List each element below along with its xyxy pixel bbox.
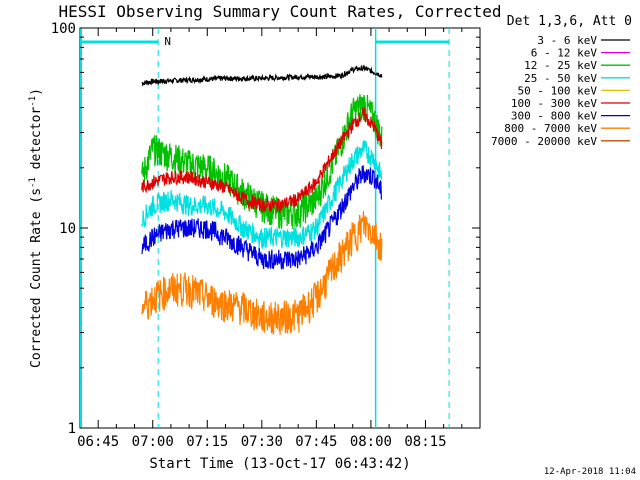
x-axis: 06:45 07:00 07:15 07:30 07:45 08:00 08:15 xyxy=(77,28,463,450)
legend-header: Det 1,3,6, Att 0 xyxy=(507,14,632,29)
y-axis-label-end: ) xyxy=(29,88,44,96)
x-tick-label: 06:45 xyxy=(77,434,119,450)
night-flag-label: N xyxy=(164,35,171,48)
y-axis-label-main: Corrected Count Rate (s xyxy=(29,188,44,368)
x-tick-label: 08:00 xyxy=(350,434,392,450)
legend-label: 800 - 7000 keV xyxy=(504,122,597,135)
series-line xyxy=(141,64,383,87)
x-tick-label: 07:00 xyxy=(132,434,174,450)
series-line xyxy=(141,93,383,230)
y-axis-label-exp-2: -1 xyxy=(28,96,38,107)
legend-label: 12 - 25 keV xyxy=(524,59,597,72)
y-axis-label: Corrected Count Rate (s-1 detector-1) xyxy=(28,88,44,368)
series-line xyxy=(141,140,383,250)
y-axis: 1 10 100 xyxy=(51,21,480,437)
legend-label: 3 - 6 keV xyxy=(537,34,597,47)
y-tick-label: 10 xyxy=(59,221,76,237)
x-tick-label: 08:15 xyxy=(404,434,446,450)
legend-label: 50 - 100 keV xyxy=(518,84,598,97)
y-axis-label-mid: detector xyxy=(29,107,44,178)
x-tick-label: 07:15 xyxy=(186,434,228,450)
series-line xyxy=(141,106,383,214)
legend-label: 300 - 800 keV xyxy=(511,110,597,123)
chart-title: HESSI Observing Summary Count Rates, Cor… xyxy=(58,2,501,21)
series-group xyxy=(141,64,383,335)
x-tick-label: 07:30 xyxy=(241,434,283,450)
legend-label: 6 - 12 keV xyxy=(531,47,598,60)
series-line xyxy=(141,210,383,335)
x-tick-label: 07:45 xyxy=(295,434,337,450)
y-axis-label-exp-1: -1 xyxy=(28,177,38,188)
plot-area xyxy=(79,27,481,429)
legend-label: 25 - 50 keV xyxy=(524,72,597,85)
legend-label: 7000 - 20000 keV xyxy=(491,135,597,148)
legend-label: 100 - 300 keV xyxy=(511,97,597,110)
plot-frame xyxy=(79,27,481,429)
y-tick-label: 1 xyxy=(68,421,76,437)
x-axis-label: Start Time (13-Oct-17 06:43:42) xyxy=(149,456,410,472)
footer-date: 12-Apr-2018 11:04 xyxy=(544,467,636,477)
y-tick-label: 100 xyxy=(51,21,76,37)
series-line xyxy=(141,165,383,270)
